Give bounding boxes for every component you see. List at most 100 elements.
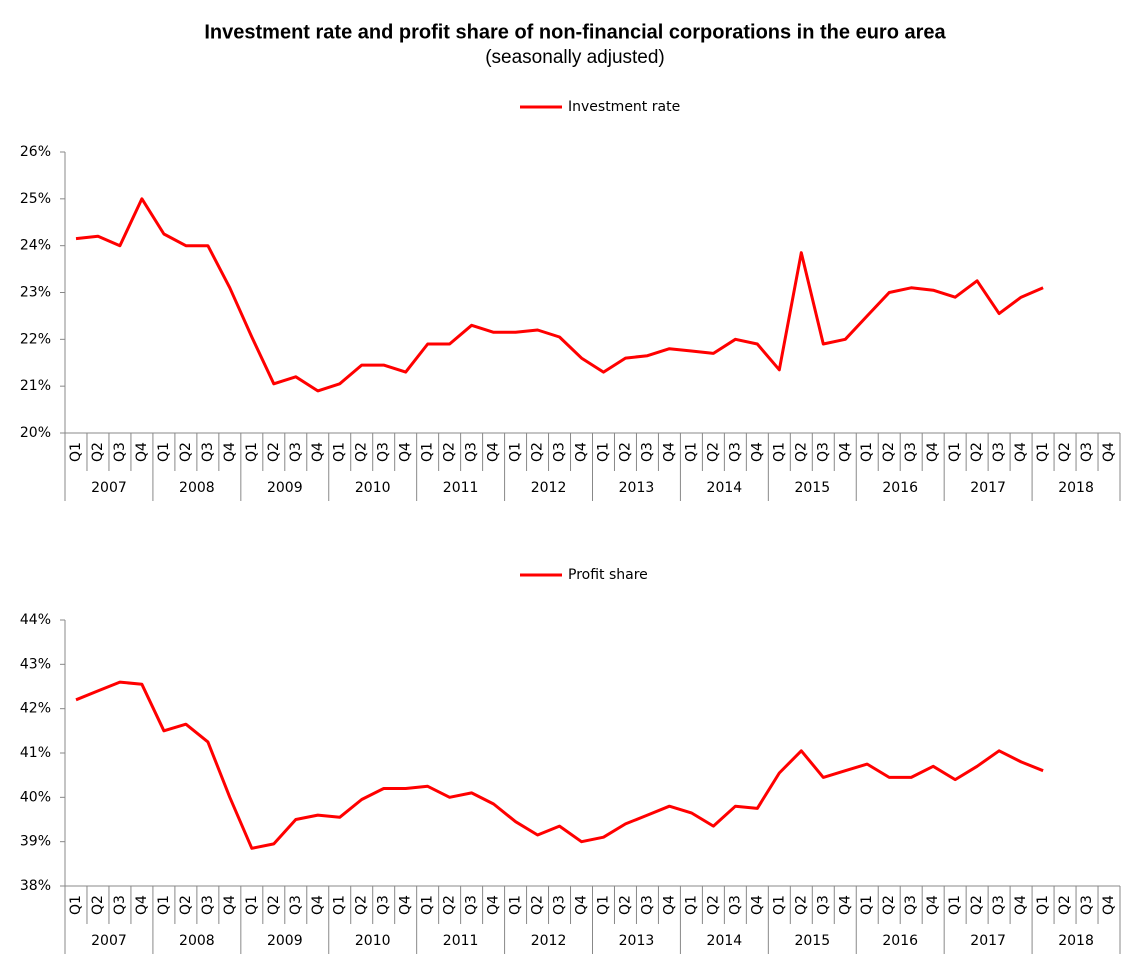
y-tick-label: 21%: [20, 378, 51, 394]
legend-label: Profit share: [568, 567, 648, 583]
x-tick-label: Q4: [749, 895, 765, 915]
x-tick-label: Q4: [837, 442, 853, 462]
x-tick-label: Q3: [376, 895, 392, 915]
y-tick-label: 44%: [20, 612, 51, 628]
x-tick-label: Q3: [903, 895, 919, 915]
year-label: 2013: [619, 933, 655, 949]
year-label: 2017: [970, 933, 1006, 949]
x-tick-label: Q1: [68, 895, 84, 915]
x-tick-label: Q3: [464, 442, 480, 462]
year-label: 2012: [531, 933, 567, 949]
year-label: 2016: [882, 933, 918, 949]
x-tick-label: Q1: [244, 442, 260, 462]
x-tick-label: Q1: [859, 442, 875, 462]
x-tick-label: Q4: [310, 895, 326, 915]
year-label: 2015: [794, 480, 830, 496]
x-tick-label: Q4: [398, 895, 414, 915]
year-label: 2011: [443, 480, 479, 496]
x-tick-label: Q1: [420, 895, 436, 915]
x-tick-label: Q2: [617, 442, 633, 462]
x-tick-label: Q3: [815, 895, 831, 915]
x-tick-label: Q4: [1013, 895, 1029, 915]
year-label: 2012: [531, 480, 567, 496]
x-tick-label: Q4: [486, 895, 502, 915]
year-label: 2013: [619, 480, 655, 496]
y-tick-label: 42%: [20, 701, 51, 717]
x-tick-label: Q1: [947, 895, 963, 915]
year-label: 2008: [179, 480, 215, 496]
x-tick-label: Q4: [574, 895, 590, 915]
y-tick-label: 24%: [20, 238, 51, 254]
x-tick-label: Q1: [68, 442, 84, 462]
x-tick-label: Q3: [464, 895, 480, 915]
year-label: 2010: [355, 480, 391, 496]
x-tick-label: Q2: [354, 442, 370, 462]
x-tick-label: Q1: [771, 895, 787, 915]
x-tick-label: Q2: [266, 895, 282, 915]
x-tick-label: Q1: [332, 442, 348, 462]
x-tick-label: Q1: [420, 442, 436, 462]
x-tick-label: Q3: [991, 895, 1007, 915]
x-tick-label: Q2: [90, 895, 106, 915]
x-tick-label: Q4: [837, 895, 853, 915]
x-tick-label: Q3: [1079, 895, 1095, 915]
x-tick-label: Q1: [156, 442, 172, 462]
x-tick-label: Q1: [683, 442, 699, 462]
x-tick-label: Q1: [508, 895, 524, 915]
x-tick-label: Q4: [925, 442, 941, 462]
x-tick-label: Q2: [1057, 895, 1073, 915]
y-tick-label: 39%: [20, 834, 51, 850]
x-tick-label: Q3: [112, 442, 128, 462]
x-tick-label: Q2: [881, 442, 897, 462]
x-tick-label: Q2: [793, 442, 809, 462]
x-tick-label: Q2: [881, 895, 897, 915]
y-tick-label: 26%: [20, 144, 51, 160]
x-tick-label: Q1: [1035, 442, 1051, 462]
x-tick-label: Q2: [1057, 442, 1073, 462]
chart-title: Investment rate and profit share of non-…: [204, 21, 946, 43]
x-tick-label: Q1: [859, 895, 875, 915]
year-label: 2011: [443, 933, 479, 949]
year-label: 2014: [707, 480, 743, 496]
x-tick-label: Q2: [705, 895, 721, 915]
x-tick-label: Q1: [683, 895, 699, 915]
x-tick-label: Q4: [1013, 442, 1029, 462]
x-tick-label: Q2: [705, 442, 721, 462]
year-label: 2015: [794, 933, 830, 949]
x-tick-label: Q2: [969, 895, 985, 915]
data-line: [75, 197, 1044, 393]
year-label: 2008: [179, 933, 215, 949]
x-tick-label: Q4: [661, 442, 677, 462]
x-tick-label: Q3: [288, 442, 304, 462]
x-tick-label: Q4: [310, 442, 326, 462]
x-tick-label: Q2: [969, 442, 985, 462]
x-tick-label: Q1: [1035, 895, 1051, 915]
x-tick-label: Q2: [793, 895, 809, 915]
x-tick-label: Q2: [90, 442, 106, 462]
year-label: 2007: [91, 480, 127, 496]
year-label: 2010: [355, 933, 391, 949]
legend-label: Investment rate: [568, 99, 680, 115]
x-tick-label: Q4: [134, 442, 150, 462]
x-tick-label: Q3: [727, 442, 743, 462]
x-tick-label: Q4: [661, 895, 677, 915]
x-tick-label: Q3: [639, 895, 655, 915]
y-tick-label: 23%: [20, 285, 51, 301]
chart-subtitle: (seasonally adjusted): [485, 47, 665, 68]
x-tick-label: Q4: [574, 442, 590, 462]
y-tick-label: 38%: [20, 878, 51, 894]
year-label: 2017: [970, 480, 1006, 496]
x-tick-label: Q2: [442, 895, 458, 915]
x-tick-label: Q3: [552, 895, 568, 915]
x-tick-label: Q2: [442, 442, 458, 462]
x-tick-label: Q2: [178, 895, 194, 915]
x-tick-label: Q4: [222, 895, 238, 915]
x-tick-label: Q4: [134, 895, 150, 915]
x-tick-label: Q3: [200, 442, 216, 462]
x-tick-label: Q3: [815, 442, 831, 462]
x-tick-label: Q1: [508, 442, 524, 462]
year-label: 2009: [267, 933, 303, 949]
x-tick-label: Q1: [947, 442, 963, 462]
data-line: [75, 680, 1044, 850]
x-tick-label: Q4: [1101, 895, 1117, 915]
